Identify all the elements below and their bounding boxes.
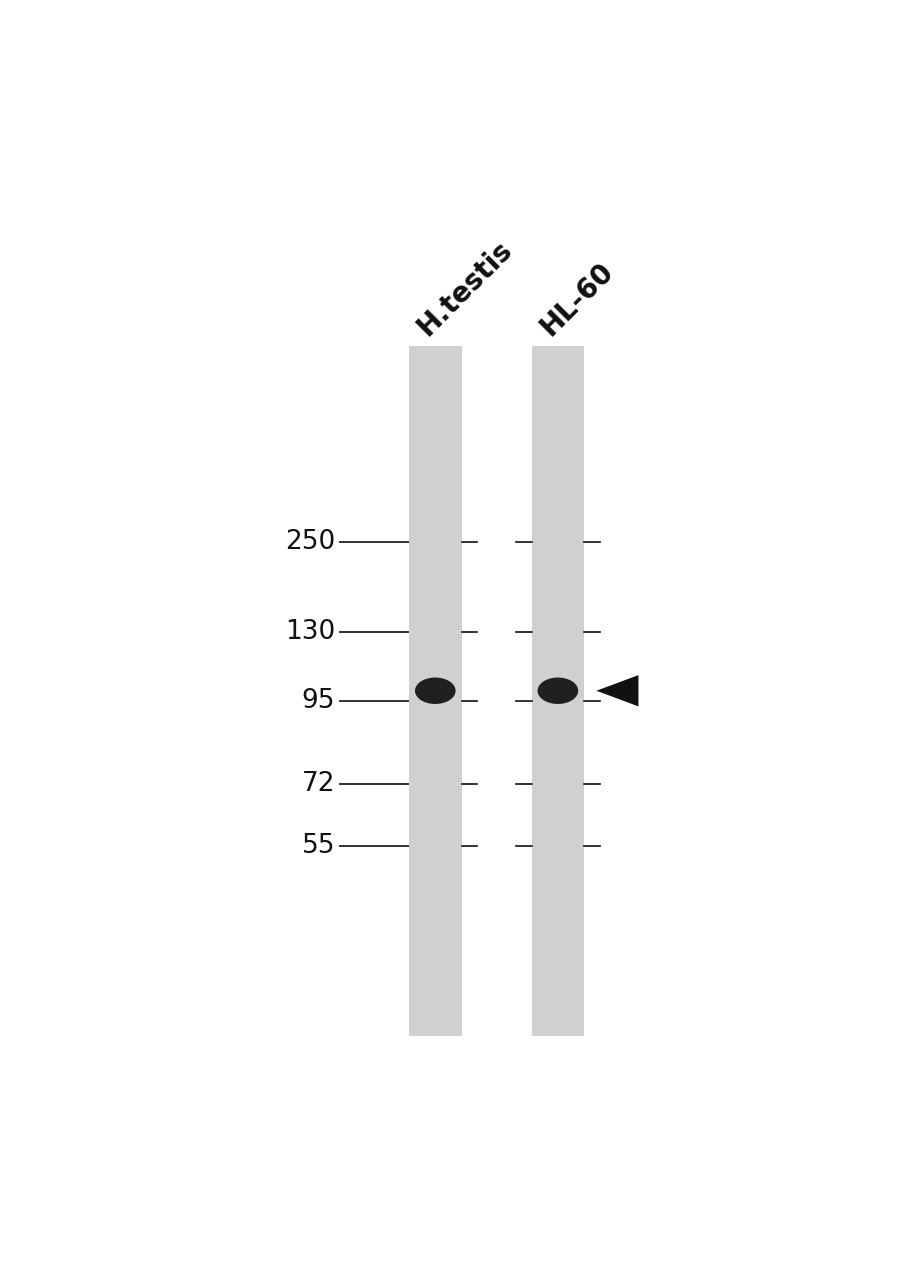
Text: 250: 250 <box>284 530 335 556</box>
Text: 55: 55 <box>302 833 335 859</box>
Bar <box>408 346 461 1036</box>
Text: H.testis: H.testis <box>412 236 517 340</box>
Text: 72: 72 <box>302 771 335 797</box>
Text: 130: 130 <box>284 620 335 645</box>
Ellipse shape <box>414 677 455 704</box>
Text: 95: 95 <box>302 689 335 714</box>
Ellipse shape <box>537 677 578 704</box>
Text: HL-60: HL-60 <box>534 257 618 340</box>
Polygon shape <box>596 675 638 707</box>
Bar <box>531 346 583 1036</box>
